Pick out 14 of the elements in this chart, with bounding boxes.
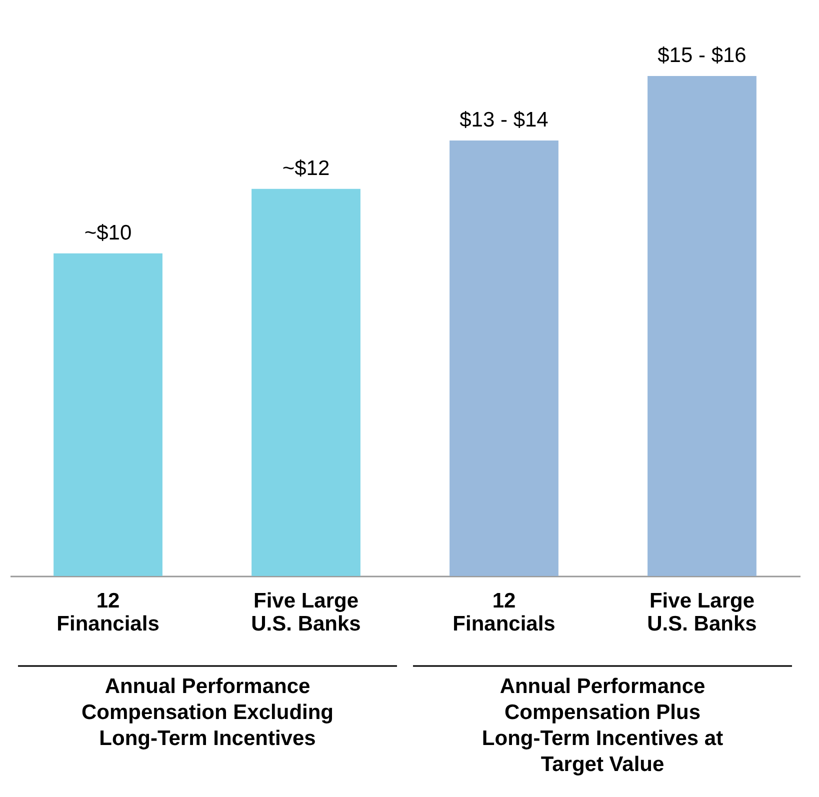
data-label: $15 - $16: [658, 44, 746, 67]
bar: [450, 140, 558, 576]
bar: [648, 76, 756, 576]
text: Annual Performance Compensation Plus Long-Term Incentives at Target Value: [482, 675, 724, 776]
text: Annual Performance Compensation Excluding Long-Term Incentives: [81, 675, 334, 750]
x-tick-label: Five Large U.S. Banks: [251, 590, 361, 636]
x-tick-label: 12 Financials: [56, 590, 160, 636]
bar: [54, 253, 162, 576]
data-label: $13 - $14: [460, 108, 549, 132]
x-tick-label: 12 Financials: [452, 590, 556, 636]
data-label: ~$12: [282, 156, 330, 180]
x-tick-label: Five Large U.S. Banks: [647, 590, 757, 636]
data-label: ~$10: [84, 221, 132, 244]
bar: [252, 188, 360, 576]
